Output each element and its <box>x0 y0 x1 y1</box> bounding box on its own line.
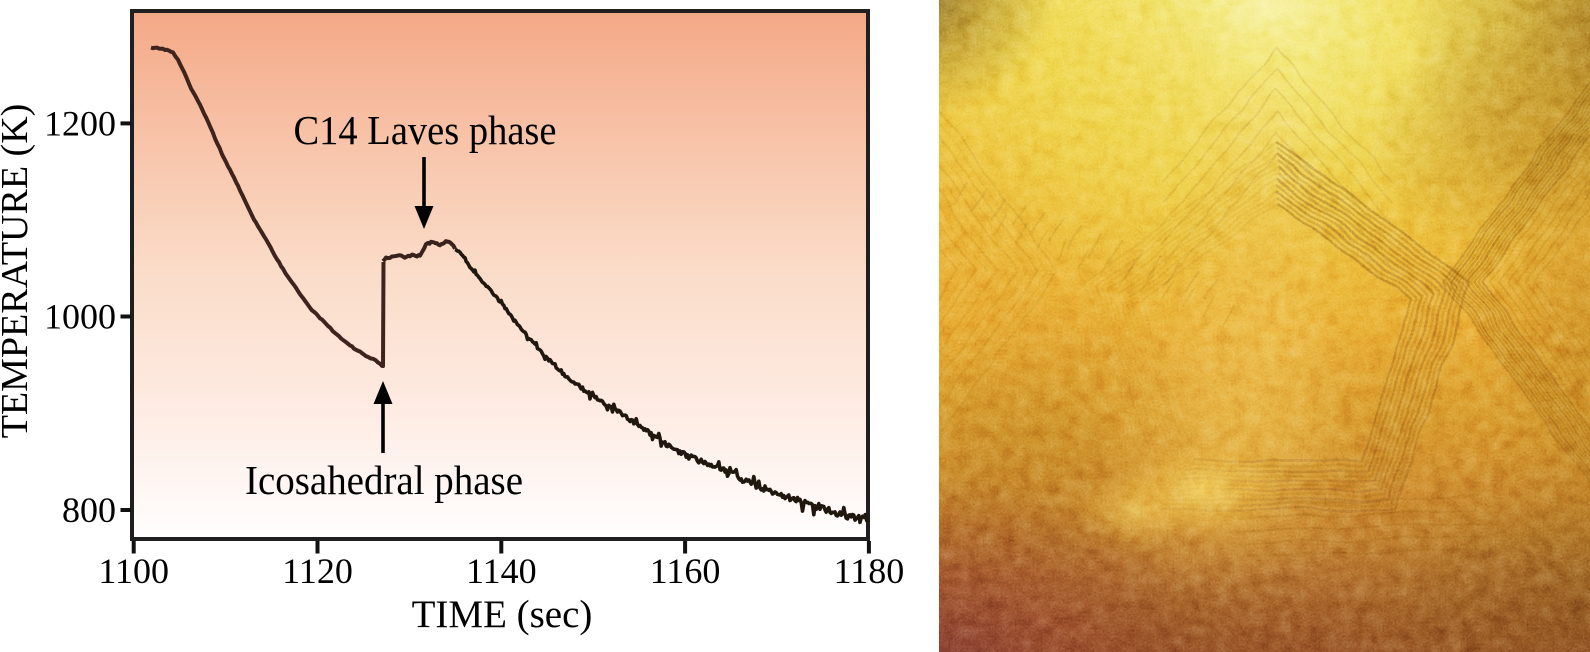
svg-text:800: 800 <box>62 490 116 530</box>
svg-text:C14 Laves phase: C14 Laves phase <box>294 107 557 153</box>
svg-text:1140: 1140 <box>466 551 537 591</box>
svg-text:TEMPERATURE (K): TEMPERATURE (K) <box>0 104 36 439</box>
svg-text:1000: 1000 <box>44 297 116 337</box>
svg-text:TIME (sec): TIME (sec) <box>412 593 593 636</box>
svg-text:Icosahedral phase: Icosahedral phase <box>245 457 523 503</box>
svg-text:1180: 1180 <box>834 551 905 591</box>
svg-text:1120: 1120 <box>282 551 353 591</box>
svg-text:1100: 1100 <box>98 551 169 591</box>
svg-text:1160: 1160 <box>650 551 721 591</box>
svg-text:1200: 1200 <box>44 103 116 143</box>
